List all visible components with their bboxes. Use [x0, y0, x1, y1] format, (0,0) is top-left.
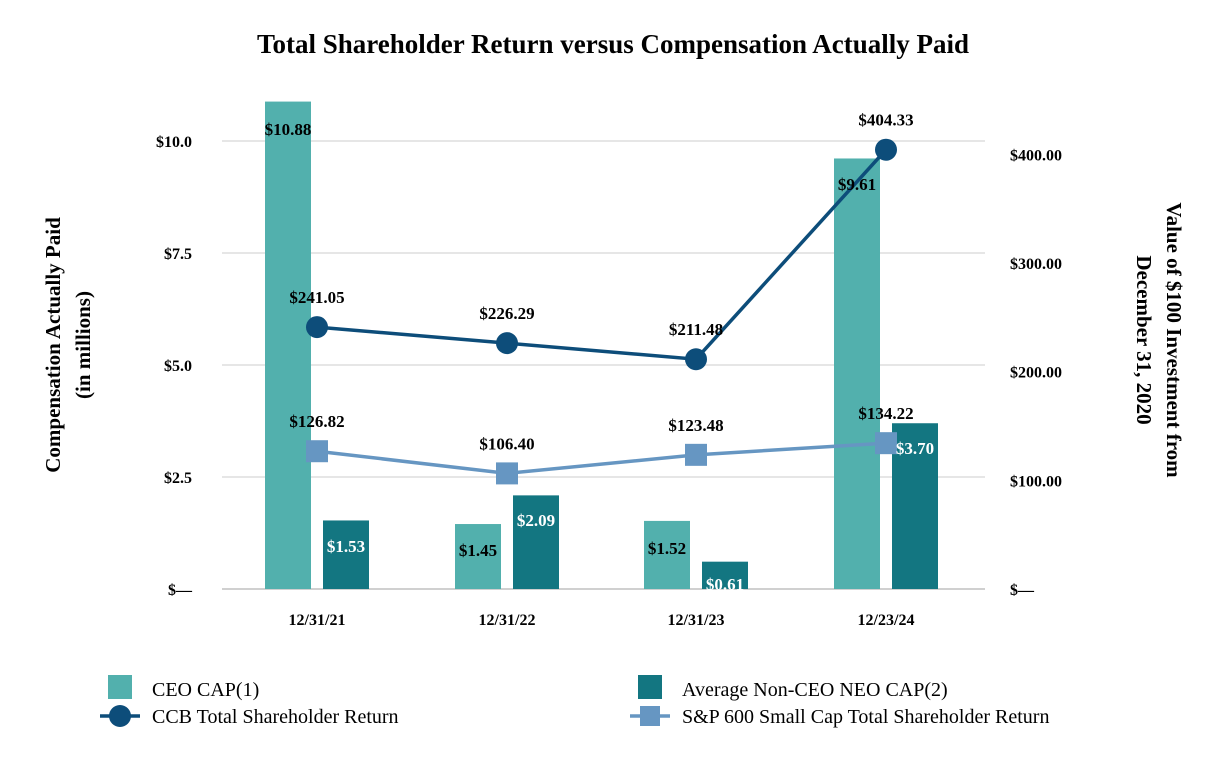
right-tick-label: $200.00 — [1010, 365, 1062, 382]
legend-label: CEO CAP(1) — [152, 679, 259, 701]
label-sp600-tsr: $134.22 — [858, 404, 913, 423]
left-tick-label: $5.0 — [164, 358, 192, 375]
label-neo-cap: $2.09 — [517, 511, 555, 530]
legend-label: S&P 600 Small Cap Total Shareholder Retu… — [682, 706, 1049, 728]
left-axis-title-line2: (in millions) — [71, 291, 95, 399]
left-axis-title: Compensation Actually Paid (in millions) — [41, 217, 95, 473]
legend-label: Average Non-CEO NEO CAP(2) — [682, 679, 948, 701]
axes: $— $2.5 $5.0 $7.5 $10.0 $— $100.00 $200.00 $300.… — [41, 134, 1186, 629]
bar-ceo-cap — [834, 158, 880, 590]
legend-marker-square — [640, 706, 660, 726]
legend-marker-circle — [109, 705, 131, 727]
label-ccb-tsr: $241.05 — [289, 288, 344, 307]
label-ceo-cap: $10.88 — [265, 120, 312, 139]
x-tick-label: 12/31/23 — [668, 612, 725, 629]
point-ccb-tsr — [685, 348, 707, 371]
point-ccb-tsr — [875, 138, 897, 161]
chart-title: Total Shareholder Return versus Compensa… — [257, 29, 969, 59]
right-tick-label: $100.00 — [1010, 473, 1062, 490]
bar-neo-cap — [892, 423, 938, 589]
left-tick-label: $— — [168, 582, 193, 599]
point-ccb-tsr — [306, 316, 328, 339]
x-tick-label: 12/31/21 — [289, 612, 346, 629]
lines — [306, 138, 897, 485]
legend-label: CCB Total Shareholder Return — [152, 706, 399, 728]
label-sp600-tsr: $106.40 — [479, 434, 534, 453]
bar-neo-cap — [513, 495, 559, 589]
left-tick-label: $10.0 — [156, 134, 192, 151]
label-neo-cap: $0.61 — [706, 575, 744, 594]
right-tick-label: $— — [1010, 582, 1035, 599]
right-tick-label: $300.00 — [1010, 256, 1062, 273]
line-sp600-tsr — [316, 441, 887, 476]
label-ceo-cap: $1.45 — [459, 541, 497, 560]
point-sp600-tsr — [685, 443, 707, 466]
label-ceo-cap: $1.52 — [648, 539, 686, 558]
point-sp600-tsr — [496, 462, 518, 485]
bar-neo-cap — [323, 520, 369, 589]
left-tick-label: $7.5 — [164, 246, 192, 263]
point-sp600-tsr — [875, 432, 897, 455]
label-ccb-tsr: $226.29 — [479, 304, 534, 323]
legend-swatch — [638, 675, 662, 699]
point-ccb-tsr — [496, 332, 518, 355]
label-ceo-cap: $9.61 — [838, 175, 876, 194]
point-sp600-tsr — [306, 440, 328, 463]
bar-ceo-cap — [644, 520, 690, 589]
bars — [265, 101, 938, 590]
label-ccb-tsr: $404.33 — [858, 111, 913, 130]
right-axis-title-line2: December 31, 2020 — [1132, 255, 1156, 424]
data-labels: $10.88 $1.45 $1.52 $9.61 $1.53 $2.09 $0.61 $3.7… — [265, 111, 935, 594]
legend-swatch — [108, 675, 132, 699]
right-axis-title-line1: Value of $100 Investment from — [1162, 202, 1186, 478]
right-axis-title: Value of $100 Investment fromDecember 31… — [1132, 202, 1186, 478]
x-tick-label: 12/31/22 — [479, 612, 536, 629]
label-sp600-tsr: $123.48 — [668, 416, 723, 435]
bar-neo-cap — [702, 561, 748, 589]
right-tick-label: $400.00 — [1010, 147, 1062, 164]
x-tick-label: 12/23/24 — [858, 612, 915, 629]
left-tick-label: $2.5 — [164, 470, 192, 487]
bar-ceo-cap — [455, 524, 501, 589]
bar-ceo-cap — [265, 101, 311, 590]
legend: CEO CAP(1) Average Non-CEO NEO CAP(2) CCB … — [100, 675, 1049, 728]
line-ccb-tsr — [316, 148, 888, 362]
label-neo-cap: $3.70 — [896, 439, 934, 458]
left-axis-title-line1: Compensation Actually Paid — [41, 217, 65, 473]
label-neo-cap: $1.53 — [327, 537, 365, 556]
label-ccb-tsr: $211.48 — [669, 320, 723, 339]
label-sp600-tsr: $126.82 — [289, 412, 344, 431]
